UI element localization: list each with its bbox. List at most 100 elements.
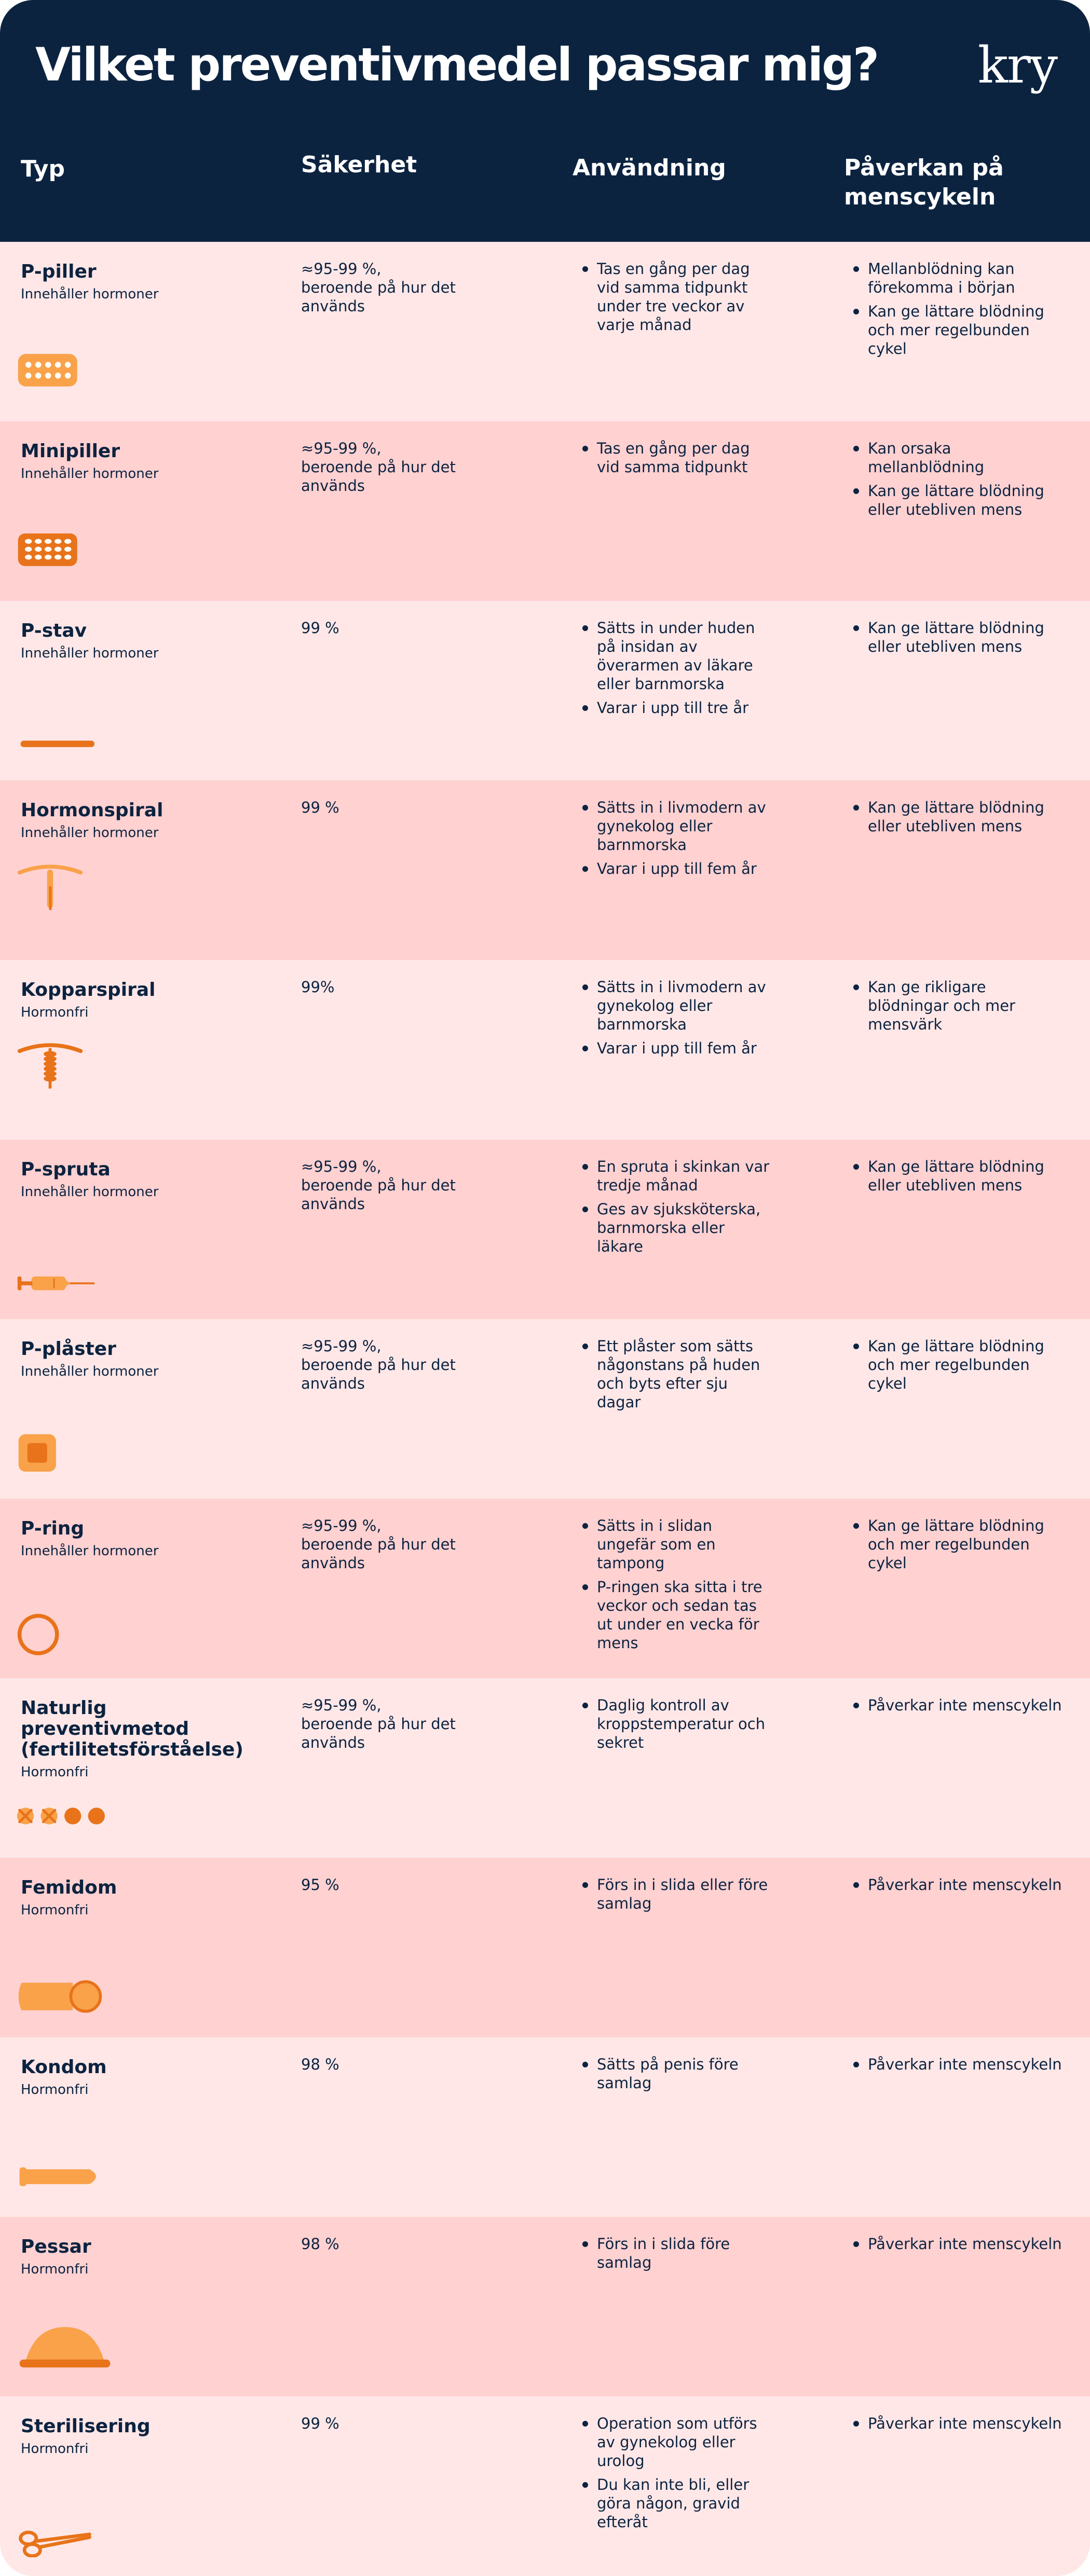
pill-pack-icon <box>16 348 114 400</box>
effect-item: Kan ge lättare blödning och mer regelbun… <box>852 1516 1070 1572</box>
method-name-text: P-stav <box>21 620 87 641</box>
table-row: Sterilisering Hormonfri 99 % Operation som … <box>0 2396 1090 2576</box>
effect-list: Kan ge lättare blödning eller utebliven … <box>852 619 1070 661</box>
method-name-text: Femidom <box>21 1877 117 1898</box>
hormone-label: Hormonfri <box>21 1902 89 1918</box>
usage-item: P-ringen ska sitta i tre veckor och seda… <box>581 1578 773 1652</box>
safety-text: 99 % <box>301 799 339 816</box>
column-header-type: Typ <box>21 156 65 182</box>
safety-text: ≈95-99 %, beroende på hur det används <box>301 1696 456 1751</box>
effect-list: Påverkar inte menscykeln <box>852 1875 1070 1899</box>
usage-list: Sätts på penis före samlag <box>581 2055 773 2098</box>
table-row: P-plåster Innehåller hormoner ≈95-99 %, be… <box>0 1319 1090 1499</box>
kry-logo: kry <box>977 36 1058 94</box>
effect-list: Kan orsaka mellanblödning Kan ge lättare … <box>852 439 1070 524</box>
usage-item: Sätts in under huden på insidan av övera… <box>581 619 773 693</box>
effect-list: Kan ge lättare blödning och mer regelbun… <box>852 1516 1070 1578</box>
usage-list: Daglig kontroll av kroppstemperatur och … <box>581 1696 773 1757</box>
usage-list: Förs in i slida före samlag <box>581 2235 773 2277</box>
method-name-text: P-piller <box>21 261 97 282</box>
method-name-text: Hormonspiral <box>21 800 164 821</box>
effect-item: Påverkar inte menscykeln <box>852 2055 1070 2074</box>
effect-list: Mellanblödning kan förekomma i början Kan… <box>852 259 1070 363</box>
safety-text: ≈95-99 %, beroende på hur det används <box>301 1337 456 1392</box>
effect-item: Påverkar inte menscykeln <box>852 1696 1070 1715</box>
hormone-label: Hormonfri <box>21 1005 89 1020</box>
femidom-icon <box>16 1964 114 2016</box>
diaphragm-icon <box>16 2323 114 2375</box>
minipill-pack-icon <box>16 527 114 579</box>
safety-text: 99 % <box>301 2415 339 2432</box>
table-row: P-ring Innehåller hormoner ≈95-99 %, beroe… <box>0 1499 1090 1678</box>
method-name-text: P-ring <box>21 1518 85 1539</box>
scissors-icon <box>16 2505 114 2557</box>
table-row: Hormonspiral Innehåller hormoner 99 % Sätts… <box>0 780 1090 960</box>
usage-item: Operation som utförs av gynekolog eller … <box>581 2414 773 2470</box>
effect-item: Kan ge lättare blödning eller utebliven … <box>852 1157 1070 1195</box>
usage-list: Sätts in i livmodern av gynekolog eller … <box>581 798 773 883</box>
effect-item: Kan ge lättare blödning och mer regelbun… <box>852 1337 1070 1393</box>
hormone-label: Hormonfri <box>21 1764 89 1780</box>
usage-item: Tas en gång per dag vid samma tidpunkt <box>581 439 773 476</box>
copper-iud-icon <box>16 1039 114 1091</box>
table-row: Naturlig preventivmetod (fertilitetsförs… <box>0 1678 1090 1858</box>
method-name: P-piller Innehåller hormoner <box>21 261 260 303</box>
condom-icon <box>16 2146 114 2198</box>
method-name-text: Kopparspiral <box>21 979 156 1001</box>
hormone-label: Innehåller hormoner <box>21 466 159 482</box>
safety-text: ≈95-99 %, beroende på hur det används <box>301 1517 456 1572</box>
hormone-label: Hormonfri <box>21 2262 89 2277</box>
method-name: Kopparspiral Hormonfri <box>21 979 260 1021</box>
calendar-marks-icon <box>16 1785 114 1837</box>
page-title: Vilket preventivmedel passar mig? <box>35 38 879 91</box>
effect-item: Kan ge rikligare blödningar och mer mens… <box>852 978 1070 1034</box>
effect-item: Påverkar inte menscykeln <box>852 2414 1070 2433</box>
safety-text: 99 % <box>301 619 339 637</box>
effect-item: Påverkar inte menscykeln <box>852 1875 1070 1894</box>
usage-list: Sätts in i livmodern av gynekolog eller … <box>581 978 773 1063</box>
effect-list: Påverkar inte menscykeln <box>852 2235 1070 2258</box>
usage-list: Sätts in i slidan ungefär som en tampong… <box>581 1516 773 1657</box>
effect-item: Påverkar inte menscykeln <box>852 2235 1070 2253</box>
method-name-text: Sterilisering <box>21 2416 151 2437</box>
safety-text: 98 % <box>301 2056 339 2073</box>
safety-text: ≈95-99 %, beroende på hur det används <box>301 1158 456 1213</box>
method-name-text: P-spruta <box>21 1159 111 1180</box>
hormone-label: Innehåller hormoner <box>21 646 159 661</box>
usage-item: Sätts in i livmodern av gynekolog eller … <box>581 978 773 1034</box>
method-name-text: Kondom <box>21 2057 107 2078</box>
syringe-icon <box>16 1248 114 1299</box>
method-name: Kondom Hormonfri <box>21 2057 260 2098</box>
usage-list: Operation som utförs av gynekolog eller … <box>581 2414 773 2537</box>
effect-item: Mellanblödning kan förekomma i början <box>852 259 1070 297</box>
column-header-safety: Säkerhet <box>301 152 417 178</box>
usage-item: Tas en gång per dag vid samma tidpunkt u… <box>581 259 773 334</box>
hormone-label: Innehåller hormoner <box>21 825 159 841</box>
usage-list: Förs in i slida eller före samlag <box>581 1875 773 1918</box>
effect-list: Kan ge lättare blödning och mer regelbun… <box>852 1337 1070 1398</box>
usage-item: Ett plåster som sätts någonstans på hude… <box>581 1337 773 1412</box>
method-name: Femidom Hormonfri <box>21 1877 260 1919</box>
effect-list: Påverkar inte menscykeln <box>852 2055 1070 2079</box>
usage-item: Ges av sjuksköterska, barnmorska eller l… <box>581 1200 773 1256</box>
effect-list: Kan ge lättare blödning eller utebliven … <box>852 798 1070 841</box>
usage-item: Sätts in i livmodern av gynekolog eller … <box>581 798 773 854</box>
effect-item: Kan ge lättare blödning eller utebliven … <box>852 798 1070 835</box>
usage-list: Ett plåster som sätts någonstans på hude… <box>581 1337 773 1417</box>
safety-text: 99% <box>301 978 335 996</box>
table-row: Kopparspiral Hormonfri 99% Sätts in i livmo… <box>0 960 1090 1140</box>
effect-item: Kan ge lättare blödning eller utebliven … <box>852 619 1070 656</box>
effect-list: Kan ge lättare blödning eller utebliven … <box>852 1157 1070 1200</box>
table-row: Kondom Hormonfri 98 % Sätts på penis före s… <box>0 2037 1090 2217</box>
usage-item: Varar i upp till tre år <box>581 698 773 717</box>
header: Vilket preventivmedel passar mig? kry Ty… <box>0 0 1090 242</box>
table-row: P-spruta Innehåller hormoner ≈95-99 %, ber… <box>0 1140 1090 1319</box>
usage-list: En spruta i skinkan var tredje månad Ges … <box>581 1157 773 1261</box>
method-name: P-spruta Innehåller hormoner <box>21 1159 260 1200</box>
vaginal-ring-icon <box>16 1607 114 1659</box>
table-row: Pessar Hormonfri 98 % Förs in i slida före … <box>0 2217 1090 2396</box>
effect-list: Påverkar inte menscykeln <box>852 1696 1070 1720</box>
hormone-label: Hormonfri <box>21 2082 89 2098</box>
effect-item: Kan ge lättare blödning och mer regelbun… <box>852 302 1070 358</box>
